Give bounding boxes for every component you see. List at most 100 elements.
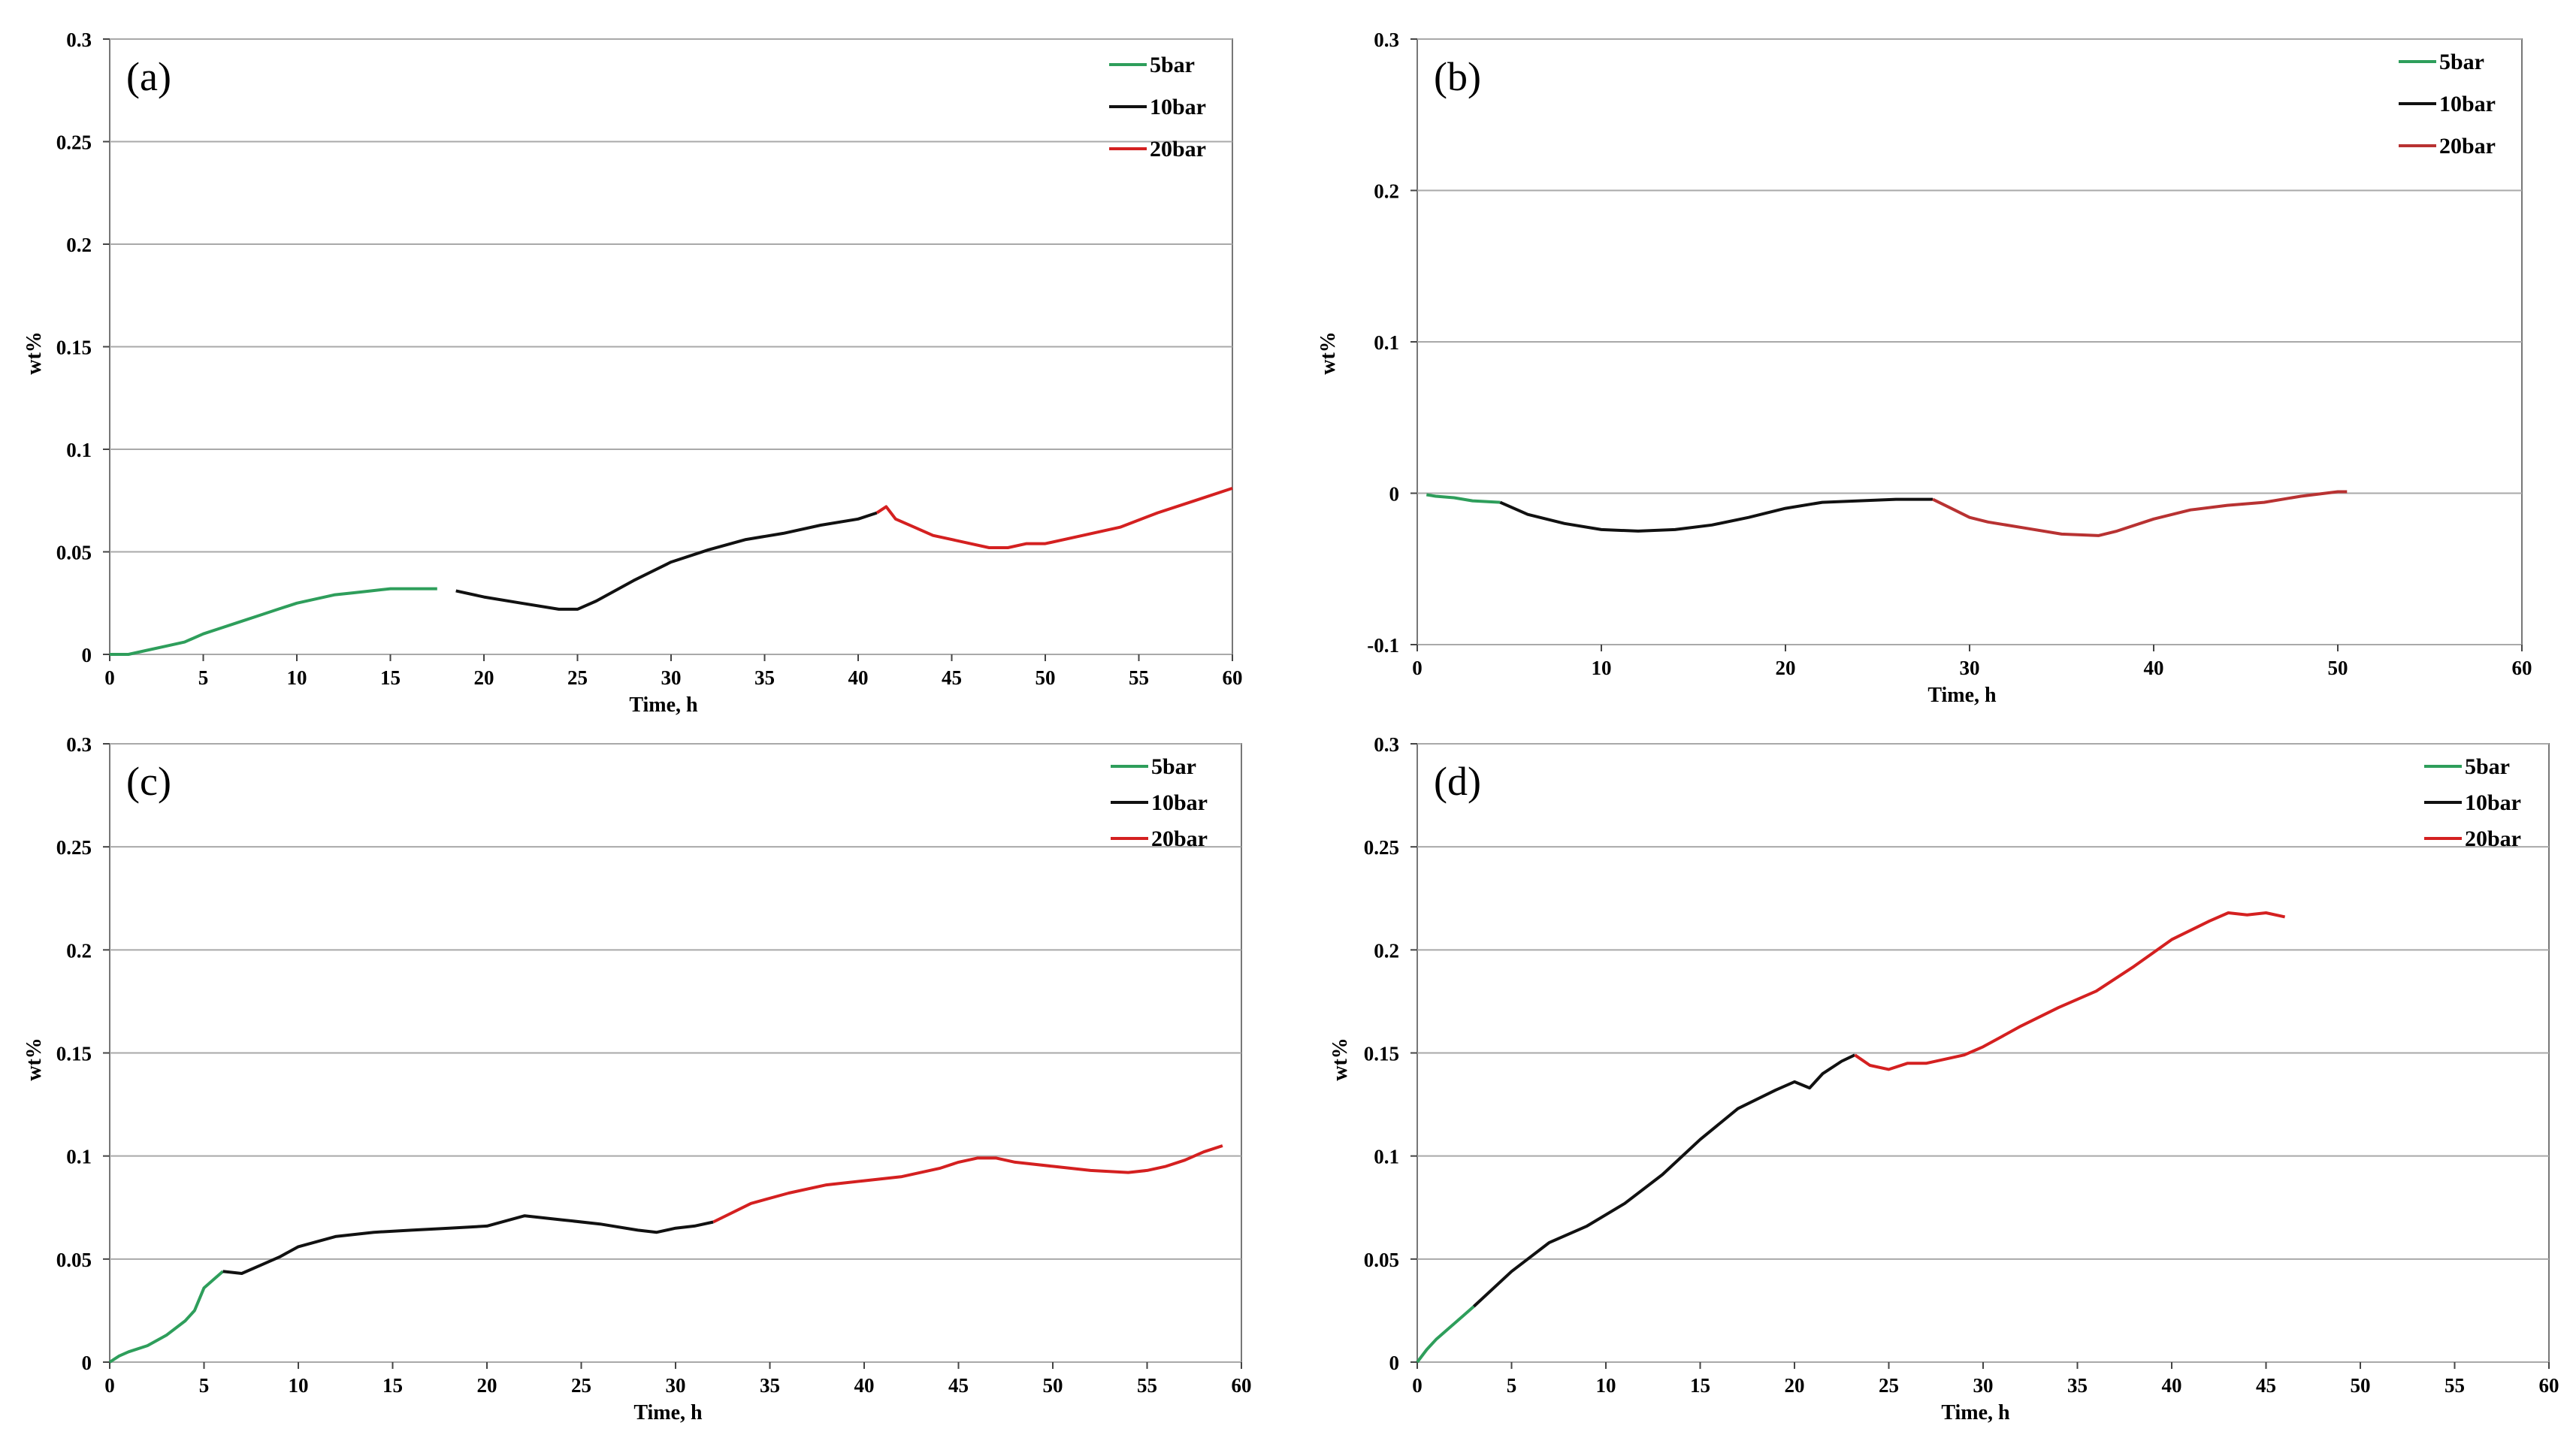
panel-b: -0.1 0 0.1 0.2 0.3 0 10 20 30 40 50 60 Time, h wt% (b)… — [1317, 29, 2532, 707]
y-tick-label: 0.2 — [66, 939, 92, 962]
series-line-10bar — [1499, 497, 1933, 533]
x-axis-label: Time, h — [1941, 1401, 2010, 1424]
y-tick-label: 0.15 — [56, 1043, 92, 1065]
y-tick-label: 0.25 — [56, 836, 92, 859]
x-tick-label: 45 — [2256, 1374, 2276, 1397]
x-tick-label: 30 — [1960, 657, 1980, 679]
series-line-5bar — [1426, 493, 1501, 504]
x-tick-label: 35 — [760, 1374, 780, 1397]
x-tick-label: 40 — [848, 666, 869, 689]
y-tick-label: 0.05 — [56, 1249, 92, 1271]
series-line-5bar — [110, 587, 437, 656]
legend-label-10bar: 10bar — [1150, 95, 1206, 119]
y-tick-label: 0.2 — [66, 234, 92, 256]
legend-label-10bar: 10bar — [2439, 92, 2496, 116]
panel-label: (a) — [126, 54, 171, 99]
panel-label: (d) — [1434, 759, 1481, 804]
x-tick-label: 0 — [1412, 657, 1423, 679]
x-tick-label: 30 — [1973, 1374, 1994, 1397]
x-axis-label: Time, h — [1927, 684, 1997, 707]
y-tick-label: 0 — [82, 644, 92, 666]
x-tick-label: 0 — [1412, 1374, 1423, 1397]
y-tick-label: 0.25 — [1364, 836, 1399, 859]
y-tick-label: 0.05 — [1364, 1249, 1399, 1271]
x-tick-label: 40 — [2162, 1374, 2182, 1397]
series-line-10bar — [1472, 1053, 1856, 1308]
x-tick-label: 60 — [2539, 1374, 2559, 1397]
series-line-20bar — [875, 487, 1233, 549]
x-tick-label: 40 — [854, 1374, 875, 1397]
y-tick-label: 0.15 — [56, 337, 92, 359]
x-tick-label: 25 — [571, 1374, 591, 1397]
y-tick-label: 0.2 — [1374, 939, 1399, 962]
x-tick-label: 60 — [1232, 1374, 1252, 1397]
y-tick-label: 0.3 — [1374, 29, 1399, 51]
x-tick-label: 50 — [1036, 666, 1056, 689]
x-tick-label: 25 — [1879, 1374, 1899, 1397]
x-tick-label: 40 — [2144, 657, 2164, 679]
legend-label-5bar: 5bar — [1151, 754, 1196, 779]
x-tick-label: 55 — [2444, 1374, 2465, 1397]
x-tick-label: 25 — [567, 666, 588, 689]
y-tick-label: 0.15 — [1364, 1043, 1399, 1065]
y-tick-label: 0.1 — [1374, 1146, 1399, 1168]
legend-label-5bar: 5bar — [2439, 50, 2484, 74]
x-tick-label: 5 — [1507, 1374, 1517, 1397]
y-tick-label: 0.1 — [66, 439, 92, 461]
panel-d: 0 0.05 0.1 0.15 0.2 0.25 0.3 0 5 10 15 20 25 30 35 40 45… — [1329, 733, 2559, 1424]
legend-label-5bar: 5bar — [1150, 53, 1195, 77]
x-tick-label: 15 — [382, 1374, 403, 1397]
x-tick-label: 10 — [1596, 1374, 1616, 1397]
x-tick-label: 20 — [1785, 1374, 1805, 1397]
legend-label-5bar: 5bar — [2465, 754, 2510, 779]
y-tick-label: 0.2 — [1374, 180, 1399, 203]
series-line-10bar — [455, 511, 878, 611]
y-tick-label: 0.3 — [1374, 733, 1399, 756]
x-tick-label: 15 — [1690, 1374, 1710, 1397]
x-tick-label: 45 — [942, 666, 962, 689]
x-tick-label: 20 — [474, 666, 494, 689]
x-tick-label: 45 — [948, 1374, 969, 1397]
x-tick-label: 35 — [2067, 1374, 2088, 1397]
x-tick-label: 55 — [1137, 1374, 1157, 1397]
y-axis-label: wt% — [1329, 1038, 1352, 1081]
y-tick-label: 0 — [1389, 1352, 1400, 1374]
x-tick-label: 10 — [287, 666, 307, 689]
x-axis-label: Time, h — [629, 693, 698, 717]
series-line-20bar — [1854, 911, 2286, 1071]
y-tick-label: 0.05 — [56, 542, 92, 564]
x-tick-label: 60 — [1223, 666, 1243, 689]
y-tick-label: 0.25 — [56, 131, 92, 154]
x-tick-label: 30 — [661, 666, 682, 689]
legend-label-20bar: 20bar — [1151, 826, 1208, 851]
x-tick-label: 55 — [1129, 666, 1149, 689]
x-tick-label: 10 — [1592, 657, 1612, 679]
x-tick-label: 50 — [2351, 1374, 2371, 1397]
legend-label-10bar: 10bar — [1151, 790, 1208, 815]
x-tick-label: 20 — [1776, 657, 1796, 679]
y-axis-label: wt% — [1317, 331, 1340, 375]
y-tick-label: 0 — [82, 1352, 92, 1374]
series-line-10bar — [222, 1214, 714, 1275]
x-tick-label: 50 — [2328, 657, 2348, 679]
y-axis-label: wt% — [23, 331, 46, 375]
series-line-5bar — [1416, 1305, 1475, 1364]
series-line-5bar — [108, 1270, 224, 1364]
panel-c: 0 0.05 0.1 0.15 0.2 0.25 0.3 0 5 10 15 20 25 30 35 40 45… — [23, 733, 1252, 1424]
x-tick-label: 30 — [666, 1374, 686, 1397]
y-tick-label: 0.3 — [66, 733, 92, 756]
legend-label-10bar: 10bar — [2465, 790, 2521, 815]
x-tick-label: 5 — [199, 1374, 210, 1397]
legend-label-20bar: 20bar — [2439, 134, 2496, 159]
y-tick-label: -0.1 — [1367, 634, 1399, 657]
y-tick-label: 0 — [1389, 483, 1400, 506]
x-tick-label: 35 — [754, 666, 775, 689]
panel-label: (b) — [1434, 54, 1481, 99]
x-tick-label: 60 — [2512, 657, 2532, 679]
panel-label: (c) — [126, 759, 171, 804]
y-tick-label: 0.1 — [66, 1146, 92, 1168]
x-tick-label: 0 — [104, 666, 115, 689]
series-line-20bar — [1932, 490, 2348, 537]
x-tick-label: 0 — [104, 1374, 115, 1397]
